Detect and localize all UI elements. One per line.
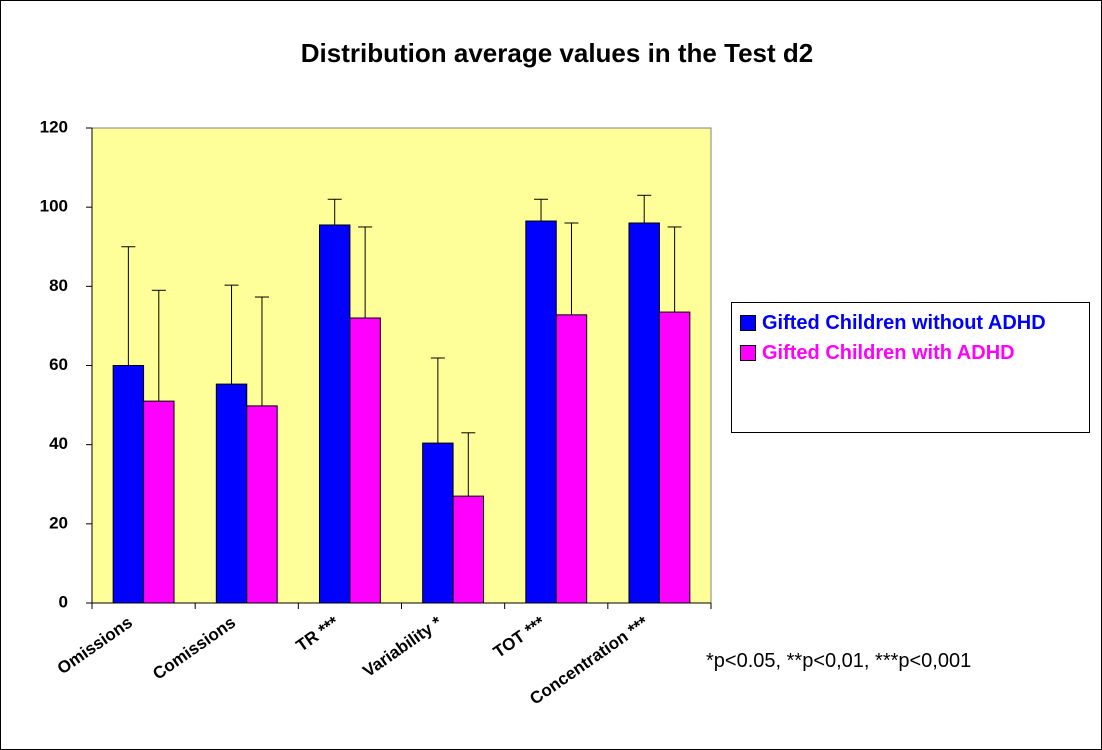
bar: [658, 311, 691, 604]
bar: [143, 400, 175, 604]
bar: [215, 383, 248, 604]
bar: [628, 222, 660, 604]
bar: [525, 220, 557, 604]
legend: Gifted Children without ADHD Gifted Child…: [731, 302, 1090, 433]
plot-area: [91, 127, 712, 604]
bar: [318, 224, 351, 604]
legend-item: Gifted Children with ADHD: [740, 341, 1081, 365]
y-tick-label: 120: [40, 117, 68, 136]
bar: [555, 314, 588, 604]
legend-swatch: [740, 315, 756, 331]
y-tick-label: 100: [40, 197, 68, 216]
chart-title: Distribution average values in the Test …: [301, 38, 813, 68]
bar: [452, 495, 485, 604]
bar: [422, 442, 454, 604]
legend-label: Gifted Children without ADHD: [762, 312, 1046, 334]
bar: [246, 405, 278, 604]
legend-label: Gifted Children with ADHD: [762, 342, 1015, 364]
y-tick-label: 60: [49, 355, 68, 374]
y-tick-label: 40: [49, 434, 68, 453]
y-tick-label: 80: [49, 276, 68, 295]
legend-swatch: [740, 345, 756, 361]
y-tick-label: 20: [49, 513, 68, 532]
annotation: *p<0.05, **p<0,01, ***p<0,001: [706, 650, 972, 672]
y-tick-label: 0: [59, 592, 68, 611]
bar: [349, 317, 381, 604]
bar: [112, 365, 145, 604]
legend-item: Gifted Children without ADHD: [740, 311, 1081, 335]
